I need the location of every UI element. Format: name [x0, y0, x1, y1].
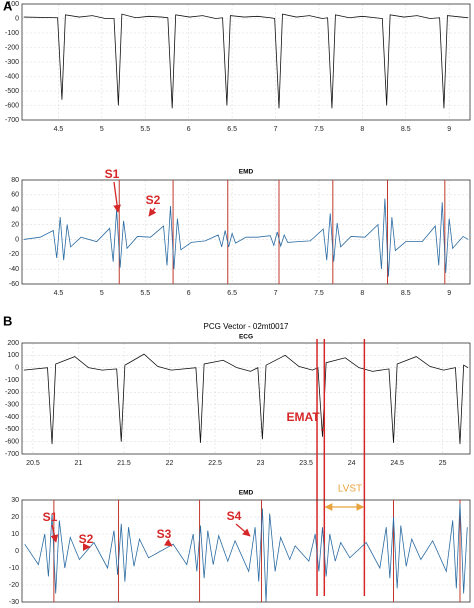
chart-subtitle: ECG: [239, 334, 253, 341]
y-tick-label: -700: [5, 117, 19, 124]
x-tick-label: 8: [360, 126, 364, 133]
y-tick-label: -60: [9, 281, 19, 288]
y-tick-label: -600: [5, 102, 19, 109]
y-tick-label: 30: [11, 497, 19, 504]
y-tick-label: 100: [7, 1, 19, 8]
plot-frame: [21, 342, 471, 455]
y-tick-label: -20: [9, 251, 19, 258]
y-tick-label: -600: [5, 439, 19, 446]
y-tick-label: -100: [5, 377, 19, 384]
y-tick-label: 0: [15, 365, 19, 372]
signal-line: [23, 13, 469, 109]
annotation: S2: [79, 532, 94, 546]
y-tick-label: 200: [7, 340, 19, 347]
x-tick-label: 25: [439, 460, 447, 467]
y-tick-label: -500: [5, 426, 19, 433]
x-tick-label: 6.5: [227, 126, 237, 133]
panel-label: B: [3, 313, 12, 328]
chart-title: EMD: [239, 490, 254, 497]
x-tick-label: 6.5: [227, 290, 237, 297]
plot-frame: [21, 499, 471, 603]
x-tick-label: 23.5: [299, 460, 313, 467]
x-tick-label: 5: [100, 290, 104, 297]
y-tick-label: 0: [15, 548, 19, 555]
x-tick-label: 5: [100, 126, 104, 133]
x-tick-label: 4.5: [54, 290, 64, 297]
x-tick-label: 5.5: [140, 290, 150, 297]
y-tick-label: 0: [15, 236, 19, 243]
annotation: S1: [105, 167, 120, 181]
plot-frame: [21, 3, 471, 121]
y-tick-label: 100: [7, 352, 19, 359]
x-tick-label: 8: [360, 290, 364, 297]
signal-line: [23, 353, 469, 445]
x-tick-label: 22: [166, 460, 174, 467]
y-tick-label: -400: [5, 73, 19, 80]
x-tick-label: 5.5: [140, 126, 150, 133]
x-tick-label: 9: [447, 290, 451, 297]
signal-line: [23, 198, 469, 277]
x-tick-label: 22.5: [208, 460, 222, 467]
chart-title: PCG Vector - 02mt0017: [204, 322, 289, 331]
y-tick-label: 20: [11, 221, 19, 228]
x-tick-label: 8.5: [401, 126, 411, 133]
annotation-arrow: [50, 524, 59, 543]
y-tick-label: 10: [11, 531, 19, 538]
chart-title: EMD: [239, 169, 254, 176]
plot-frame: [21, 179, 471, 285]
annotation: S3: [157, 527, 172, 541]
x-tick-label: 7.5: [314, 290, 324, 297]
y-tick-label: -700: [5, 451, 19, 458]
x-tick-label: 7.5: [314, 126, 324, 133]
annotation-arrow: [163, 538, 173, 547]
y-tick-label: -100: [5, 30, 19, 37]
x-tick-label: 23: [257, 460, 265, 467]
annotation: S4: [227, 509, 242, 523]
x-tick-label: 6: [187, 290, 191, 297]
panel-label: A: [3, 0, 13, 13]
y-tick-label: 0: [15, 15, 19, 22]
annotation-arrow: [113, 181, 121, 213]
annotation: S1: [43, 510, 58, 524]
x-tick-label: 9: [447, 126, 451, 133]
x-tick-label: 6: [187, 126, 191, 133]
y-tick-label: -400: [5, 414, 19, 421]
x-tick-label: 4.5: [54, 126, 64, 133]
x-tick-label: 8.5: [401, 290, 411, 297]
x-tick-label: 21.5: [117, 460, 131, 467]
annotation: EMAT: [286, 410, 320, 424]
x-tick-label: 7: [274, 126, 278, 133]
annotation: S2: [146, 193, 161, 207]
signal-line: [24, 503, 468, 603]
y-tick-label: 20: [11, 514, 19, 521]
y-tick-label: 80: [11, 177, 19, 184]
x-tick-label: 20.5: [26, 460, 40, 467]
annotation-arrow: [235, 523, 251, 537]
x-tick-label: 24.5: [390, 460, 404, 467]
y-tick-label: -500: [5, 88, 19, 95]
x-tick-label: 7: [274, 290, 278, 297]
annotation: LVST: [338, 484, 362, 495]
annotation-arrow: [148, 207, 157, 217]
y-tick-label: 60: [11, 192, 19, 199]
y-tick-label: -200: [5, 389, 19, 396]
x-tick-label: 21: [75, 460, 83, 467]
x-tick-label: 24: [348, 460, 356, 467]
y-tick-label: -40: [9, 266, 19, 273]
y-tick-label: -300: [5, 402, 19, 409]
y-tick-label: -20: [9, 582, 19, 589]
y-tick-label: -10: [9, 565, 19, 572]
y-tick-label: -200: [5, 44, 19, 51]
y-tick-label: -300: [5, 59, 19, 66]
y-tick-label: 40: [11, 207, 19, 214]
y-tick-label: -30: [9, 599, 19, 606]
